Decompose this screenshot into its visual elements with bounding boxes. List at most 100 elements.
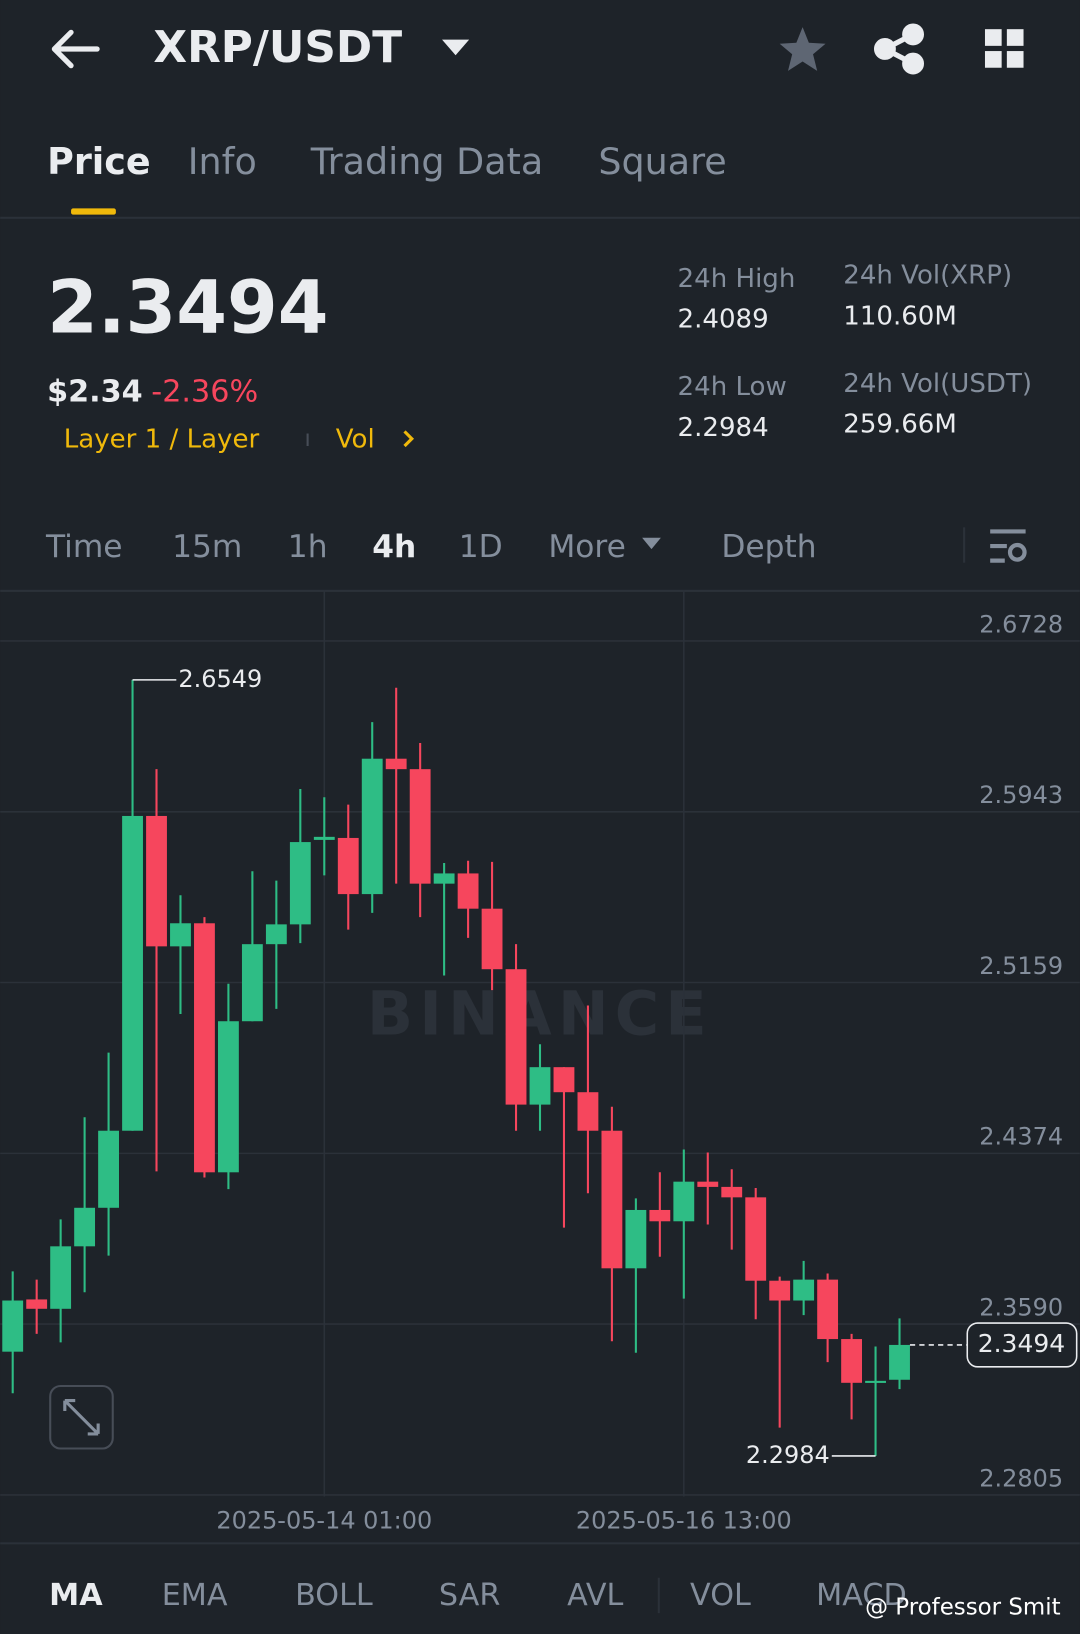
- y-tick-label: 2.6728: [979, 610, 1063, 638]
- tag-separator: [306, 433, 309, 447]
- interval[interactable]: Depth: [721, 529, 816, 565]
- interval[interactable]: 1D: [459, 529, 503, 565]
- share-lines: [883, 32, 915, 66]
- interval[interactable]: 1h: [288, 529, 328, 565]
- low-label: 2.2984: [746, 1441, 830, 1469]
- grid-cell: [1006, 51, 1024, 68]
- candle-body: [673, 1181, 695, 1222]
- tab[interactable]: Price: [47, 140, 151, 183]
- candle-body: [194, 923, 215, 1173]
- candle-body: [313, 836, 335, 840]
- candle-body: [2, 1300, 24, 1352]
- separator: [657, 1577, 660, 1614]
- fiat-price: $2.34: [47, 374, 143, 409]
- y-tick-label: 2.5159: [979, 952, 1063, 980]
- y-tick-label: 2.5943: [979, 781, 1063, 809]
- candle-body: [170, 923, 191, 947]
- tab[interactable]: Square: [598, 140, 726, 183]
- candle-body: [793, 1279, 815, 1301]
- candle-body: [289, 842, 311, 925]
- sector-tag[interactable]: Layer 1 / Layer: [64, 424, 260, 454]
- candle-body: [433, 873, 455, 884]
- candle-body: [337, 837, 359, 895]
- candle-body: [146, 815, 167, 947]
- candle-body: [217, 1021, 239, 1173]
- y-tick-label: 2.3590: [979, 1293, 1063, 1321]
- candle-body: [817, 1279, 839, 1340]
- indicator[interactable]: MACD: [816, 1578, 907, 1613]
- candle-body: [241, 944, 263, 1022]
- tab[interactable]: Trading Data: [310, 140, 543, 183]
- separator: [963, 527, 966, 563]
- vol-tag[interactable]: Vol: [336, 424, 375, 454]
- stat-value: 2.2984: [678, 413, 769, 443]
- interval[interactable]: 15m: [172, 529, 242, 565]
- favorite-star[interactable]: [779, 27, 826, 71]
- divider: [0, 216, 1080, 219]
- chart-settings[interactable]: [990, 529, 1027, 563]
- stat-label: 24h Vol(USDT): [843, 369, 1032, 399]
- last-price-label: 2.3494: [978, 1329, 1065, 1358]
- stat-label: 24h Low: [678, 372, 787, 402]
- candle-body: [865, 1380, 886, 1383]
- indicator[interactable]: AVL: [567, 1578, 623, 1613]
- candle-body: [74, 1207, 96, 1247]
- candle-body: [505, 969, 527, 1105]
- indicator[interactable]: EMA: [162, 1578, 228, 1613]
- candle-body: [385, 758, 407, 770]
- back-button[interactable]: [51, 29, 100, 69]
- settings-gear: [1007, 542, 1027, 562]
- stat-label: 24h High: [678, 264, 796, 294]
- divider: [0, 589, 1080, 592]
- credit: @ Professor Smit: [865, 1594, 1060, 1620]
- divider: [0, 1542, 1080, 1545]
- candle-body: [265, 924, 287, 945]
- price-change: -2.36%: [151, 374, 258, 409]
- candle-body: [601, 1130, 623, 1269]
- tab-indicator: [71, 208, 116, 215]
- stat-label: 24h Vol(XRP): [843, 261, 1012, 291]
- tab[interactable]: Info: [188, 140, 257, 183]
- candle-body: [745, 1197, 767, 1281]
- candle-body: [649, 1209, 671, 1222]
- candle-body: [769, 1280, 791, 1301]
- candle-body: [697, 1181, 719, 1187]
- candle-body: [457, 873, 479, 909]
- candle-body: [889, 1344, 910, 1380]
- candle-body: [577, 1092, 599, 1131]
- grid-cell: [984, 29, 1002, 46]
- candle-body: [98, 1130, 119, 1208]
- indicator[interactable]: MA: [49, 1578, 103, 1613]
- share-button[interactable]: [873, 23, 925, 75]
- candle-body: [361, 758, 383, 895]
- y-tick-label: 2.2805: [979, 1464, 1063, 1492]
- more-dropdown: [642, 537, 661, 550]
- expand-icon: [63, 1399, 100, 1436]
- pair-title[interactable]: XRP/USDT: [153, 22, 402, 73]
- stat-value: 259.66M: [843, 410, 957, 440]
- indicator[interactable]: SAR: [439, 1578, 500, 1613]
- indicator[interactable]: BOLL: [295, 1578, 373, 1613]
- candle-body: [50, 1246, 72, 1309]
- interval[interactable]: Time: [45, 529, 122, 565]
- interval[interactable]: 4h: [372, 529, 416, 565]
- y-tick-label: 2.4374: [979, 1123, 1063, 1151]
- pair-dropdown[interactable]: [442, 39, 470, 56]
- candle-body: [26, 1299, 48, 1309]
- high-label: 2.6549: [178, 665, 262, 693]
- x-tick-label: 2025-05-16 13:00: [576, 1506, 792, 1534]
- stat-value: 2.4089: [678, 304, 769, 334]
- candle-body: [529, 1067, 551, 1105]
- candle-body: [721, 1186, 743, 1198]
- candle-body: [122, 815, 143, 1131]
- last-price: 2.3494: [47, 266, 328, 351]
- candle-body: [409, 769, 431, 884]
- x-tick-label: 2025-05-14 01:00: [216, 1506, 432, 1534]
- chevron: [403, 430, 415, 448]
- expand-button[interactable]: [49, 1384, 114, 1450]
- interval[interactable]: More: [548, 529, 625, 565]
- grid-menu[interactable]: [984, 29, 1024, 68]
- indicator[interactable]: VOL: [690, 1578, 751, 1613]
